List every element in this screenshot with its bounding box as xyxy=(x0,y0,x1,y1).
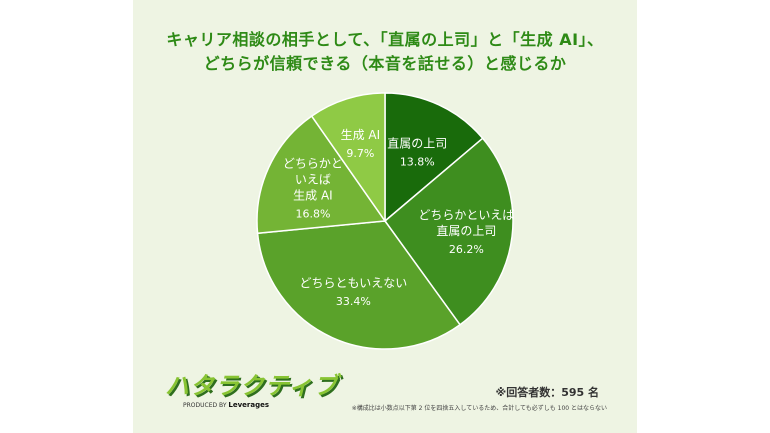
pie-chart: 直属の上司13.8%どちらかといえば直属の上司26.2%どちらともいえない33.… xyxy=(256,92,514,350)
pie-label-1: 直属の上司 13.8% xyxy=(387,136,447,168)
logo: ハタラクティブ PRODUCED BY Leverages xyxy=(165,372,339,409)
pie-label-2-line-1: どちらかといえば xyxy=(418,208,514,222)
pie-label-4-line-1: どちらかと xyxy=(283,157,343,171)
logo-produced-by-text: PRODUCED BY xyxy=(183,402,227,409)
pie-slice-2 xyxy=(383,137,514,326)
pie-label-5-line-1: 生成 AI xyxy=(341,128,381,142)
pie-label-5: 生成 AI 9.7% xyxy=(341,128,381,160)
logo-wordmark: ハタラクティブ xyxy=(165,372,339,400)
logo-brand: Leverages xyxy=(228,401,270,409)
pie-label-4-line-3: 生成 AI xyxy=(293,189,333,203)
pie-label-2-line-2: 直属の上司 xyxy=(436,224,496,238)
chart-title: キャリア相談の相手として、「直属の上司」と「生成 AI」、 どちらが信頼できる（… xyxy=(133,28,637,76)
chart-card: キャリア相談の相手として、「直属の上司」と「生成 AI」、 どちらが信頼できる（… xyxy=(133,0,637,433)
pie-value-4: 16.8% xyxy=(295,208,330,221)
pie-label-1-line-1: 直属の上司 xyxy=(387,136,447,150)
pie-label-3: どちらともいえない 33.4% xyxy=(299,276,407,308)
pie-value-3: 33.4% xyxy=(336,295,371,308)
pie-value-5: 9.7% xyxy=(346,147,374,160)
chart-title-line-2: どちらが信頼できる（本音を話せる）と感じるか xyxy=(203,54,567,73)
pie-label-3-line-1: どちらともいえない xyxy=(299,276,407,290)
pie-value-2: 26.2% xyxy=(449,243,484,256)
pie-slice-1 xyxy=(384,92,484,223)
respondents-count: ※回答者数：595 名 xyxy=(495,386,600,399)
footnote: ※構成比は小数点以下第 2 位を四捨五入しているため、合計しても必ずしも 100… xyxy=(351,405,607,412)
chart-title-line-1: キャリア相談の相手として、「直属の上司」と「生成 AI」、 xyxy=(166,30,604,49)
pie-label-4-line-2: いえば xyxy=(295,173,331,187)
pie-slice-3 xyxy=(256,220,462,350)
pie-value-1: 13.8% xyxy=(400,155,435,168)
logo-produced-by: PRODUCED BY Leverages xyxy=(183,401,269,409)
pie-slice-5 xyxy=(310,92,386,224)
pie-slice-4 xyxy=(256,115,387,235)
